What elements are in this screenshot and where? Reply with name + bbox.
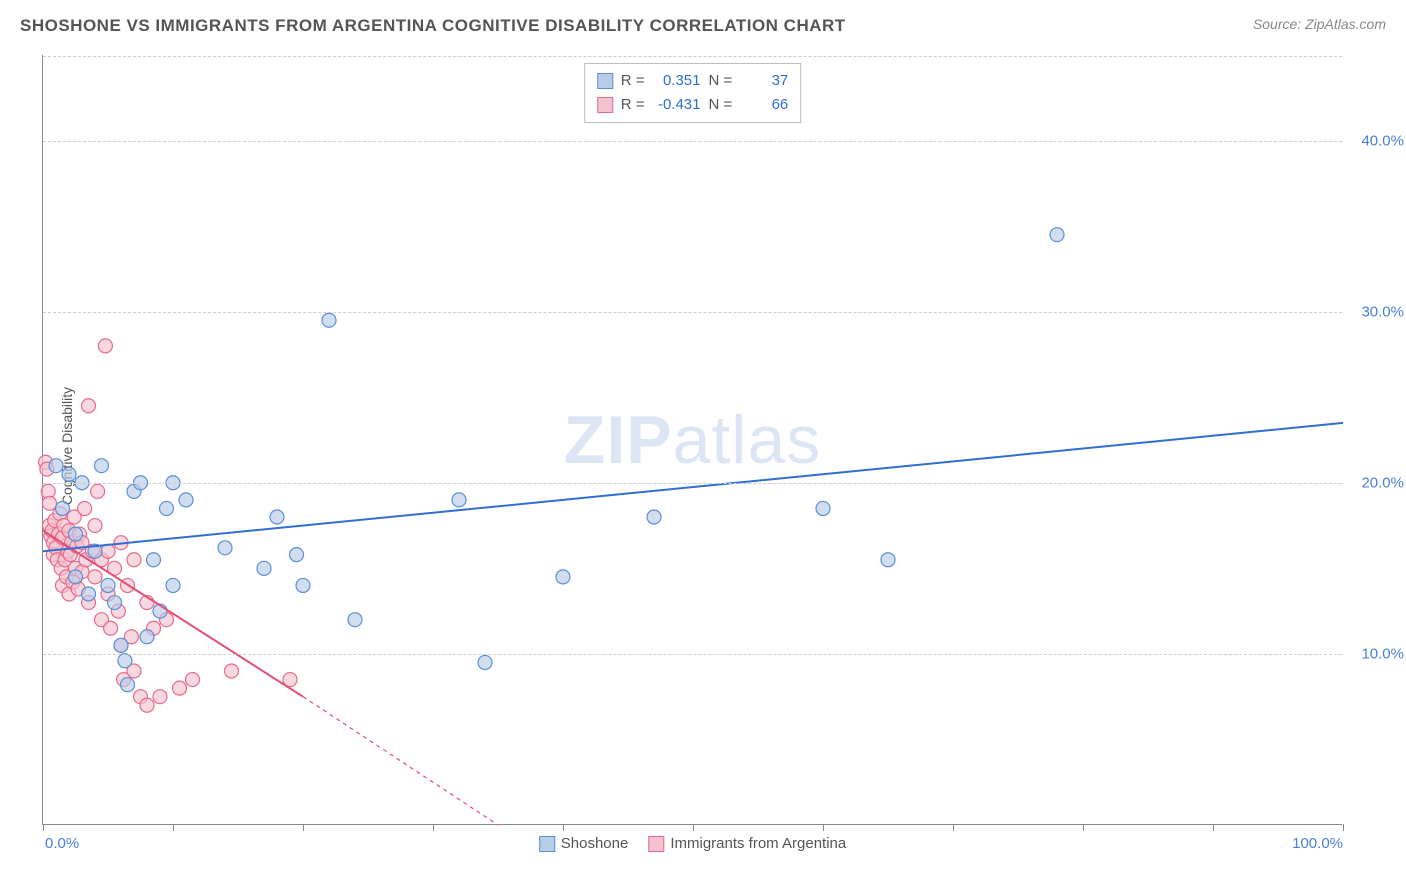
legend-item: Immigrants from Argentina: [648, 835, 846, 852]
x-tick-mark: [953, 824, 954, 831]
data-point-argentina: [101, 544, 115, 558]
data-point-shoshone: [114, 638, 128, 652]
data-point-argentina: [127, 553, 141, 567]
regression-line-argentina-ext: [303, 697, 498, 825]
gridline-h: [43, 312, 1342, 313]
data-point-argentina: [88, 519, 102, 533]
plot-area: ZIPatlas R =0.351N =37R =-0.431N =66 Sho…: [42, 55, 1342, 825]
r-label: R =: [621, 69, 645, 93]
data-point-shoshone: [296, 578, 310, 592]
data-point-shoshone: [478, 655, 492, 669]
data-point-shoshone: [56, 501, 70, 515]
data-point-shoshone: [160, 501, 174, 515]
gridline-h: [43, 141, 1342, 142]
data-point-shoshone: [1050, 228, 1064, 242]
legend-swatch: [597, 73, 613, 89]
data-point-argentina: [88, 570, 102, 584]
x-tick-mark: [433, 824, 434, 831]
gridline-h: [43, 483, 1342, 484]
x-tick-label: 100.0%: [1292, 835, 1343, 852]
data-point-shoshone: [121, 678, 135, 692]
data-point-argentina: [91, 484, 105, 498]
data-point-argentina: [78, 501, 92, 515]
data-point-shoshone: [322, 313, 336, 327]
legend-stats-row: R = -0.431 N = 66: [597, 93, 789, 117]
n-value: 66: [740, 93, 788, 117]
data-point-shoshone: [218, 541, 232, 555]
data-point-shoshone: [257, 561, 271, 575]
legend-swatch: [539, 836, 555, 852]
data-point-argentina: [153, 690, 167, 704]
data-point-shoshone: [816, 501, 830, 515]
n-value: 37: [740, 69, 788, 93]
data-point-shoshone: [290, 548, 304, 562]
x-tick-mark: [823, 824, 824, 831]
x-tick-mark: [563, 824, 564, 831]
data-point-shoshone: [647, 510, 661, 524]
data-point-argentina: [104, 621, 118, 635]
x-tick-mark: [1083, 824, 1084, 831]
regression-line-shoshone: [43, 423, 1343, 551]
y-tick-label: 20.0%: [1349, 474, 1404, 491]
x-tick-mark: [173, 824, 174, 831]
legend-item: Shoshone: [539, 835, 629, 852]
data-point-shoshone: [166, 578, 180, 592]
data-point-shoshone: [49, 459, 63, 473]
data-point-shoshone: [881, 553, 895, 567]
x-tick-mark: [1343, 824, 1344, 831]
gridline-h: [43, 654, 1342, 655]
data-point-shoshone: [62, 467, 76, 481]
y-tick-label: 30.0%: [1349, 303, 1404, 320]
data-point-shoshone: [101, 578, 115, 592]
data-point-argentina: [186, 673, 200, 687]
x-tick-mark: [303, 824, 304, 831]
source-name: ZipAtlas.com: [1305, 16, 1386, 32]
r-value: 0.351: [653, 69, 701, 93]
r-value: -0.431: [653, 93, 701, 117]
data-point-shoshone: [82, 587, 96, 601]
source-label: Source: ZipAtlas.com: [1253, 16, 1386, 32]
legend-swatch: [597, 97, 613, 113]
legend-label: Immigrants from Argentina: [670, 835, 846, 852]
data-point-shoshone: [452, 493, 466, 507]
legend-swatch: [648, 836, 664, 852]
data-point-shoshone: [140, 630, 154, 644]
x-tick-mark: [693, 824, 694, 831]
data-point-argentina: [173, 681, 187, 695]
data-point-shoshone: [348, 613, 362, 627]
y-tick-label: 10.0%: [1349, 645, 1404, 662]
data-point-argentina: [82, 399, 96, 413]
x-tick-label: 0.0%: [45, 835, 79, 852]
data-point-argentina: [98, 339, 112, 353]
data-point-shoshone: [556, 570, 570, 584]
y-tick-label: 40.0%: [1349, 132, 1404, 149]
n-label: N =: [709, 93, 733, 117]
legend-label: Shoshone: [561, 835, 629, 852]
data-point-shoshone: [69, 527, 83, 541]
legend-stats-box: R = 0.351 N = 37 R = -0.431 N = 66: [584, 63, 802, 123]
scatter-plot-svg: [43, 55, 1342, 824]
source-prefix: Source:: [1253, 16, 1305, 32]
data-point-argentina: [140, 698, 154, 712]
x-tick-mark: [1213, 824, 1214, 831]
legend-bottom: Shoshone Immigrants from Argentina: [539, 835, 846, 852]
data-point-argentina: [225, 664, 239, 678]
data-point-shoshone: [69, 570, 83, 584]
data-point-shoshone: [147, 553, 161, 567]
data-point-shoshone: [108, 596, 122, 610]
data-point-shoshone: [95, 459, 109, 473]
r-label: R =: [621, 93, 645, 117]
n-label: N =: [709, 69, 733, 93]
chart-title: SHOSHONE VS IMMIGRANTS FROM ARGENTINA CO…: [20, 16, 846, 35]
data-point-shoshone: [179, 493, 193, 507]
data-point-shoshone: [118, 654, 132, 668]
data-point-argentina: [43, 496, 57, 510]
x-tick-mark: [43, 824, 44, 831]
regression-line-argentina: [43, 531, 303, 697]
data-point-shoshone: [270, 510, 284, 524]
gridline-h: [43, 56, 1342, 57]
legend-stats-row: R = 0.351 N = 37: [597, 69, 789, 93]
